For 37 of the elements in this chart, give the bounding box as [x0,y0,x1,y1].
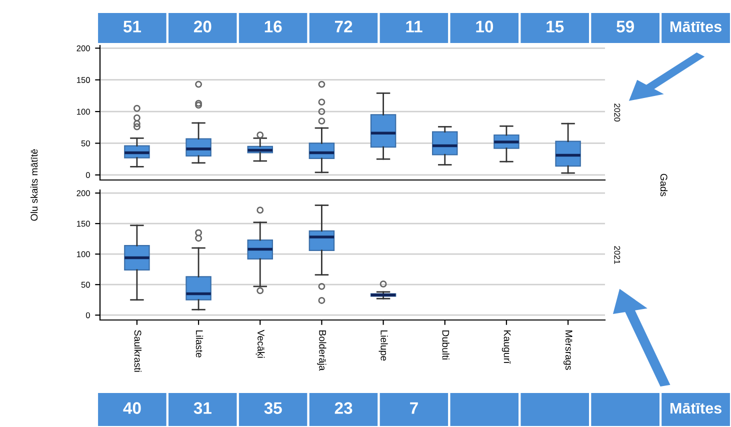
text: 15 [546,20,564,32]
text: 10 [476,20,494,32]
x-tick-label: Dubulti [442,330,450,360]
x-tick-label: Mērsrags [564,330,572,370]
text: Mātītes [670,21,722,32]
text: 59 [616,20,634,32]
text: 31 [194,402,212,414]
text: 7 [410,402,418,414]
text: 72 [335,20,352,32]
text: 16 [264,20,282,32]
text: 20 [194,20,212,32]
y2-axis-title: Gads [660,174,668,196]
y-tick-label: 50 [81,282,90,288]
text: 35 [264,402,282,414]
text: 2021 [614,246,620,264]
y-tick-label: 50 [81,140,90,146]
text: 51 [123,20,142,32]
text: 2020 [614,104,620,122]
x-tick-label: Lilaste [196,330,204,358]
x-tick-label: Lielupe [378,330,388,361]
x-tick-label: Vecāķi [256,330,265,358]
text: Mātītes [670,402,722,414]
text: 11 [406,20,422,32]
y-axis-title: Olu skaits mātītē [30,149,38,221]
text: 23 [334,402,352,414]
y-tick-label: 200 [76,190,90,196]
y-tick-label: 0 [86,172,90,178]
x-tick-label: Kaugurī [502,330,511,364]
y-tick-label: 0 [86,312,90,318]
y-tick-label: 150 [77,77,90,83]
y-tick-label: 200 [76,45,90,52]
text: 40 [123,402,141,414]
x-tick-label: Saulkrasti [134,330,142,372]
y-tick-label: 100 [77,251,90,258]
y-tick-label: 100 [77,108,90,115]
y-tick-label: 150 [77,220,90,227]
x-tick-label: Bolderāja [317,330,326,371]
